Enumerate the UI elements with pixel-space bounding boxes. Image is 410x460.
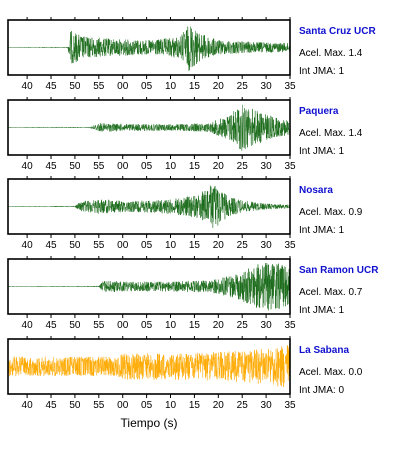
- waveform-trace-4: [7, 343, 291, 388]
- max-accel-label: Acel. Max. 1.4: [299, 128, 363, 139]
- x-tick-label: 25: [237, 240, 249, 251]
- x-tick-label: 45: [45, 240, 57, 251]
- x-tick-label: 20: [213, 161, 225, 172]
- x-tick-label: 35: [284, 81, 296, 92]
- x-tick-label: 10: [165, 161, 177, 172]
- station-name: Santa Cruz UCR: [299, 26, 376, 37]
- x-tick-label: 10: [165, 320, 177, 331]
- x-tick-label: 35: [284, 240, 296, 251]
- x-tick-label: 25: [237, 161, 249, 172]
- x-tick-label: 30: [261, 320, 273, 331]
- x-tick-label: 45: [45, 400, 57, 411]
- x-tick-label: 10: [165, 400, 177, 411]
- max-accel-label: Acel. Max. 0.9: [299, 207, 363, 218]
- x-tick-label: 50: [69, 161, 81, 172]
- jma-intensity-label: Int JMA: 0: [299, 385, 344, 396]
- x-tick-label: 20: [213, 400, 225, 411]
- x-tick-label: 20: [213, 81, 225, 92]
- panel-frame-4: [7, 338, 291, 395]
- station-name: La Sabana: [299, 345, 349, 356]
- panel-frame-1: [7, 99, 291, 156]
- x-tick-label: 35: [284, 161, 296, 172]
- x-tick-label: 50: [69, 81, 81, 92]
- x-tick-label: 30: [261, 161, 273, 172]
- x-tick-label: 15: [189, 400, 201, 411]
- x-tick-label: 40: [22, 81, 34, 92]
- max-accel-label: Acel. Max. 0.0: [299, 367, 363, 378]
- station-name: San Ramon UCR: [299, 265, 379, 276]
- x-tick-label: 00: [117, 81, 129, 92]
- x-tick-label: 20: [213, 240, 225, 251]
- max-accel-label: Acel. Max. 1.4: [299, 48, 363, 59]
- x-tick-label: 05: [141, 240, 153, 251]
- panel-frame-0: [7, 19, 291, 76]
- x-tick-label: 30: [261, 400, 273, 411]
- x-tick-label: 30: [261, 240, 273, 251]
- jma-intensity-label: Int JMA: 1: [299, 146, 344, 157]
- x-tick-label: 40: [22, 400, 34, 411]
- x-tick-label: 55: [93, 400, 105, 411]
- x-tick-label: 55: [93, 81, 105, 92]
- x-axis-label: Tiempo (s): [121, 416, 178, 430]
- x-tick-label: 55: [93, 240, 105, 251]
- x-tick-label: 40: [22, 320, 34, 331]
- x-tick-label: 05: [141, 320, 153, 331]
- panel-frame-3: [7, 258, 291, 315]
- x-tick-label: 30: [261, 81, 273, 92]
- x-tick-label: 50: [69, 240, 81, 251]
- x-tick-label: 15: [189, 161, 201, 172]
- waveform-trace-1: [7, 104, 291, 151]
- x-tick-label: 10: [165, 81, 177, 92]
- x-tick-label: 20: [213, 320, 225, 331]
- x-tick-label: 10: [165, 240, 177, 251]
- x-tick-label: 35: [284, 320, 296, 331]
- waveform-trace-0: [7, 26, 291, 71]
- x-tick-label: 35: [284, 400, 296, 411]
- x-tick-label: 45: [45, 81, 57, 92]
- x-tick-label: 25: [237, 81, 249, 92]
- x-tick-label: 50: [69, 320, 81, 331]
- x-tick-label: 05: [141, 400, 153, 411]
- x-tick-label: 40: [22, 240, 34, 251]
- x-tick-label: 55: [93, 320, 105, 331]
- x-tick-label: 25: [237, 320, 249, 331]
- x-tick-label: 00: [117, 161, 129, 172]
- station-name: Paquera: [299, 106, 339, 117]
- x-tick-label: 05: [141, 161, 153, 172]
- jma-intensity-label: Int JMA: 1: [299, 66, 344, 77]
- x-tick-label: 25: [237, 400, 249, 411]
- waveform-trace-3: [7, 262, 291, 311]
- panel-frame-2: [7, 178, 291, 235]
- x-tick-label: 45: [45, 320, 57, 331]
- x-tick-label: 40: [22, 161, 34, 172]
- x-tick-label: 50: [69, 400, 81, 411]
- jma-intensity-label: Int JMA: 1: [299, 305, 344, 316]
- panels-group: 40 45 50 55 00 05 10 15 20 25 30 35 Santa Cruz UCR Ac…: [7, 17, 379, 411]
- max-accel-label: Acel. Max. 0.7: [299, 287, 363, 298]
- x-tick-label: 15: [189, 81, 201, 92]
- x-tick-label: 00: [117, 320, 129, 331]
- x-tick-label: 15: [189, 320, 201, 331]
- x-tick-label: 15: [189, 240, 201, 251]
- x-tick-label: 00: [117, 240, 129, 251]
- x-tick-label: 45: [45, 161, 57, 172]
- x-tick-label: 00: [117, 400, 129, 411]
- jma-intensity-label: Int JMA: 1: [299, 225, 344, 236]
- waveform-trace-2: [7, 185, 291, 228]
- station-name: Nosara: [299, 185, 333, 196]
- x-tick-label: 05: [141, 81, 153, 92]
- x-tick-label: 55: [93, 161, 105, 172]
